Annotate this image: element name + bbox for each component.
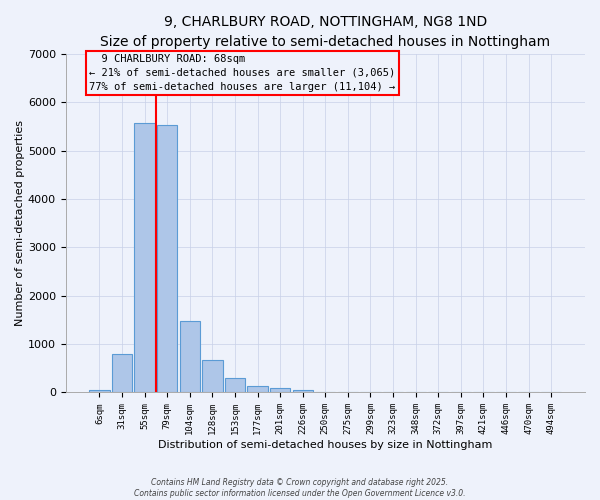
Bar [179, 322, 200, 392]
Bar [270, 388, 290, 392]
Bar [225, 378, 245, 392]
X-axis label: Distribution of semi-detached houses by size in Nottingham: Distribution of semi-detached houses by … [158, 440, 493, 450]
Bar [112, 354, 132, 393]
Bar [89, 390, 110, 392]
Bar [157, 125, 178, 392]
Bar [202, 360, 223, 392]
Text: 9 CHARLBURY ROAD: 68sqm
← 21% of semi-detached houses are smaller (3,065)
77% of: 9 CHARLBURY ROAD: 68sqm ← 21% of semi-de… [89, 54, 395, 92]
Bar [293, 390, 313, 392]
Bar [134, 124, 155, 392]
Y-axis label: Number of semi-detached properties: Number of semi-detached properties [15, 120, 25, 326]
Bar [247, 386, 268, 392]
Title: 9, CHARLBURY ROAD, NOTTINGHAM, NG8 1ND
Size of property relative to semi-detache: 9, CHARLBURY ROAD, NOTTINGHAM, NG8 1ND S… [100, 15, 550, 48]
Text: Contains HM Land Registry data © Crown copyright and database right 2025.
Contai: Contains HM Land Registry data © Crown c… [134, 478, 466, 498]
